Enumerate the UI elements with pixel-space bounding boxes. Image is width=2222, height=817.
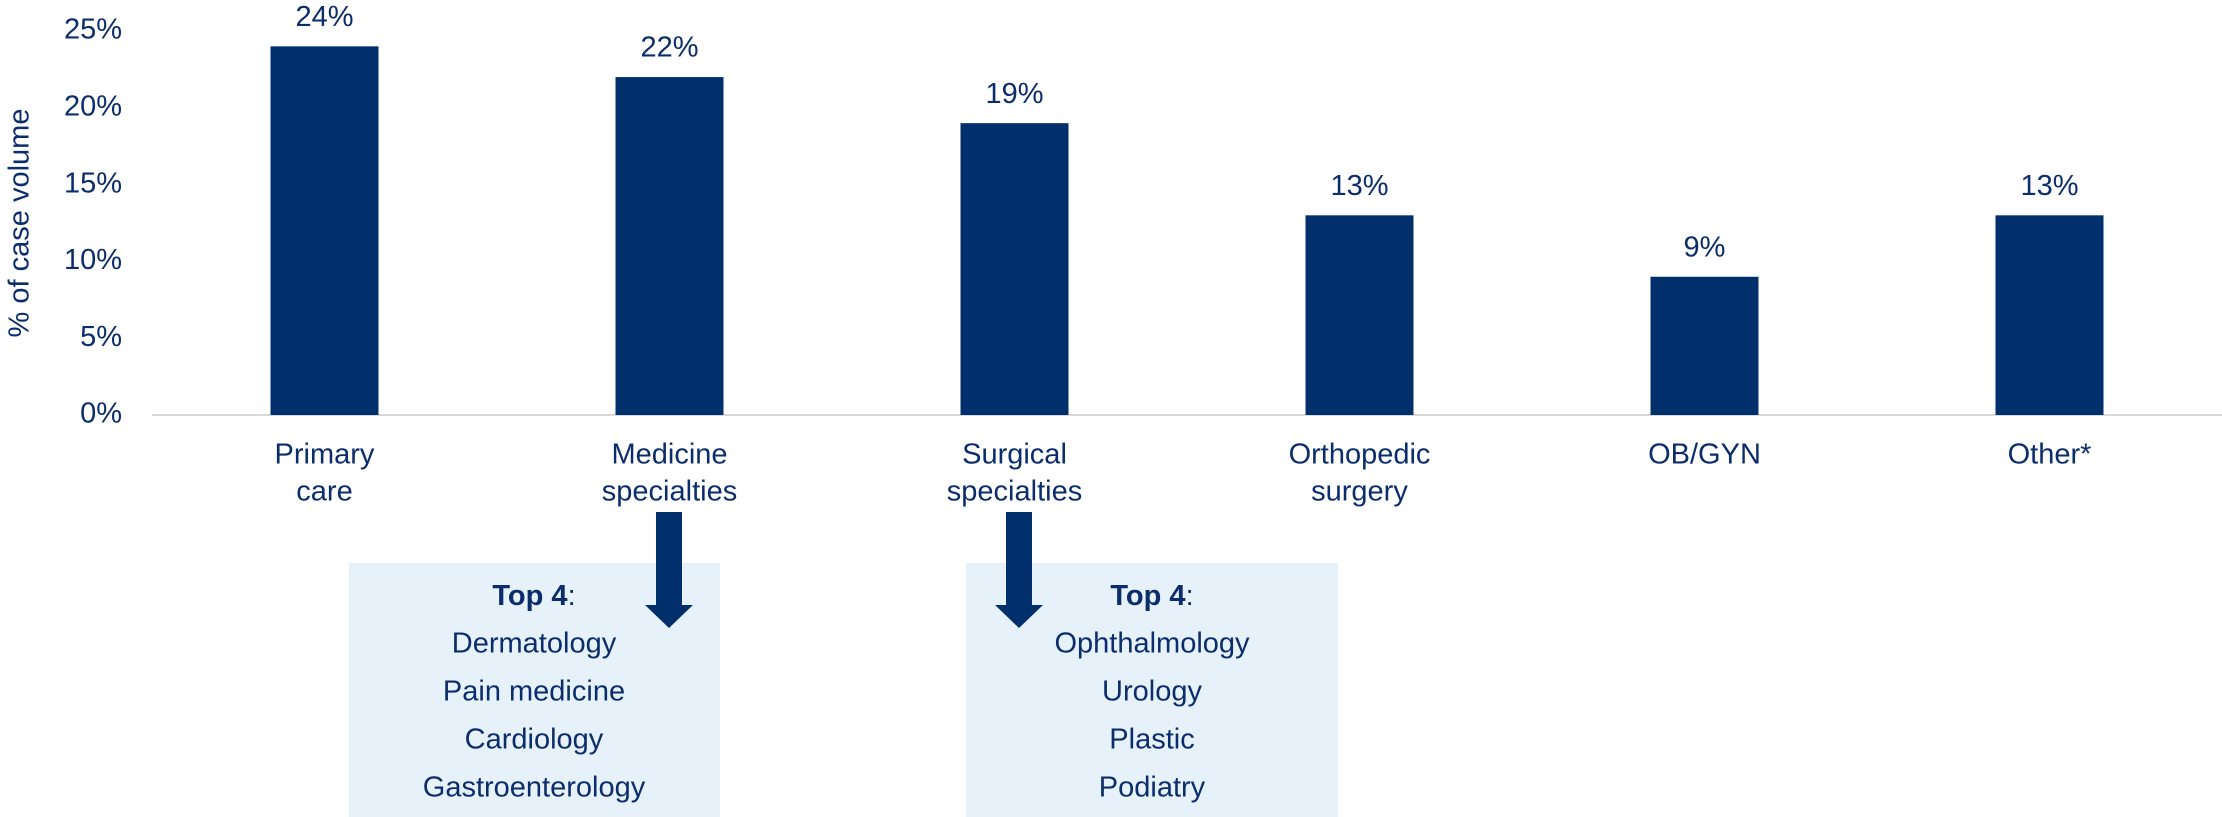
data-label: 13% — [1330, 170, 1388, 202]
callout-item: Plastic — [1109, 724, 1194, 756]
callout-item: Dermatology — [452, 628, 617, 660]
bar — [960, 123, 1069, 415]
callout-heading-suffix: : — [1186, 580, 1194, 612]
y-tick-label: 25% — [64, 14, 122, 46]
bar — [270, 46, 379, 416]
callout-item: Pain medicine — [443, 676, 625, 708]
data-label: 22% — [640, 32, 698, 64]
bar — [1650, 276, 1759, 415]
callout-item: Podiatry — [1099, 772, 1206, 804]
x-tick-label: specialties — [602, 476, 737, 508]
x-tick-label: Primary — [275, 439, 375, 471]
callout-heading-suffix: : — [568, 580, 576, 612]
x-tick-label: OB/GYN — [1648, 439, 1761, 471]
callout-heading-bold: Top 4 — [492, 580, 567, 612]
callout-item: Cardiology — [465, 724, 604, 756]
y-tick-label: 10% — [64, 244, 122, 276]
data-label: 13% — [2020, 170, 2078, 202]
y-tick-label: 20% — [64, 90, 122, 122]
callout-item: Urology — [1102, 676, 1202, 708]
callout-heading-bold: Top 4 — [1110, 580, 1185, 612]
arrow — [645, 512, 693, 628]
x-tick-label: Orthopedic — [1289, 439, 1431, 471]
x-tick-label: surgery — [1311, 476, 1408, 508]
bar — [1305, 215, 1414, 415]
x-tick-label: Medicine — [611, 439, 727, 471]
y-axis-label: % of case volume — [4, 109, 36, 338]
data-label: 24% — [295, 1, 353, 33]
callout-heading: Top 4: — [1110, 580, 1193, 612]
callout-item: Gastroenterology — [423, 772, 646, 804]
callout-item: Ophthalmology — [1054, 628, 1250, 660]
x-tick-label: care — [296, 476, 352, 508]
x-tick-label: Other* — [2008, 439, 2092, 471]
data-label: 9% — [1684, 231, 1726, 263]
y-tick-label: 5% — [80, 321, 122, 353]
callout-heading: Top 4: — [492, 580, 575, 612]
y-tick-label: 0% — [80, 398, 122, 430]
bar — [1995, 215, 2104, 415]
data-label: 19% — [985, 78, 1043, 110]
y-tick-label: 15% — [64, 167, 122, 199]
x-tick-label: Surgical — [962, 439, 1067, 471]
x-tick-label: specialties — [947, 476, 1082, 508]
arrow — [995, 512, 1043, 628]
bar — [615, 77, 724, 415]
